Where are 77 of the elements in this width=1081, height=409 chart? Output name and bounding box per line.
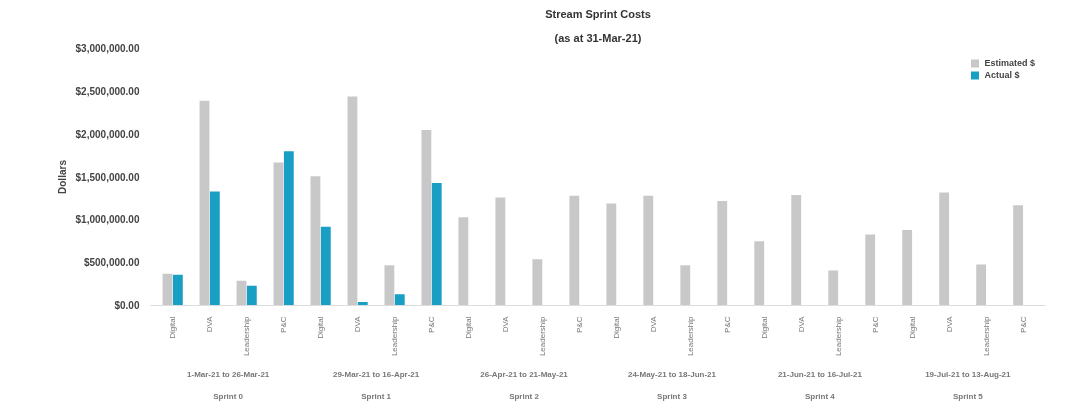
bar <box>532 259 543 306</box>
text: 24-May-21 to 18-Jun-21 <box>627 369 717 379</box>
bar <box>939 192 950 306</box>
x-tick-label: P&C <box>870 316 880 333</box>
x-tick-label: Leadership <box>833 315 843 357</box>
bar <box>865 234 876 306</box>
bar <box>643 195 654 306</box>
bar <box>347 96 358 306</box>
x-tick-label: DVA <box>205 315 215 333</box>
x-tick-label: DVA <box>944 315 954 333</box>
x-tick-label: DVA <box>501 315 511 333</box>
text: Sprint 4 <box>805 391 836 401</box>
chart-title: Stream Sprint Costs <box>545 7 651 20</box>
y-axis-title: Dollars <box>56 159 68 194</box>
x-tick-label: Leadership <box>538 315 548 357</box>
x-tick-label: DVA <box>353 315 363 333</box>
chart-subtitle: (as at 31-Mar-21) <box>554 31 642 44</box>
x-tick-label: Digital <box>759 316 769 339</box>
y-tick-label: $0.00 <box>114 300 140 311</box>
bar <box>1013 205 1024 306</box>
y-tick-label: $500,000.00 <box>83 257 140 269</box>
x-tick-label: DVA <box>796 315 806 333</box>
text: 21-Jun-21 to 16-Jul-21 <box>777 369 863 379</box>
x-tick-label: Leadership <box>685 315 695 357</box>
text: Sprint 2 <box>509 391 540 401</box>
legend-label: Estimated $ <box>984 58 1035 68</box>
bar <box>199 100 210 306</box>
text: 1-Mar-21 to 26-Mar-21 <box>187 369 270 379</box>
x-tick-label: P&C <box>1018 316 1028 333</box>
text: 19-Jul-21 to 13-Aug-21 <box>925 369 1012 379</box>
bar <box>569 195 580 306</box>
x-tick-label: Leadership <box>242 315 252 357</box>
bar <box>717 200 728 306</box>
x-tick-label: Digital <box>168 316 178 339</box>
bar <box>273 162 284 306</box>
bar <box>902 230 913 306</box>
x-tick-label: Leadership <box>390 315 400 357</box>
bar <box>680 265 691 306</box>
bar <box>431 183 442 306</box>
bar <box>320 226 331 306</box>
bar <box>310 176 321 306</box>
bar <box>283 151 294 306</box>
bar <box>458 217 469 306</box>
bar <box>495 197 506 306</box>
y-tick-label: $1,000,000.00 <box>75 214 140 226</box>
text: 26-Apr-21 to 21-May-21 <box>480 369 569 379</box>
bar <box>172 274 183 306</box>
bar <box>209 191 220 306</box>
bar <box>394 294 405 306</box>
legend-label: Actual $ <box>984 70 1020 80</box>
bar <box>791 194 802 306</box>
y-tick-label: $1,500,000.00 <box>75 171 140 183</box>
text: Sprint 1 <box>361 391 392 401</box>
x-tick-label: Digital <box>907 316 917 339</box>
x-tick-label: DVA <box>648 315 658 333</box>
text: 29-Mar-21 to 16-Apr-21 <box>332 369 420 379</box>
x-tick-label: Leadership <box>981 315 991 357</box>
y-tick-label: $2,000,000.00 <box>75 128 140 140</box>
x-tick-label: P&C <box>427 316 437 333</box>
text: Sprint 5 <box>952 391 984 401</box>
y-tick-label: $3,000,000.00 <box>75 43 140 54</box>
x-tick-label: P&C <box>279 316 289 333</box>
bar <box>828 270 839 306</box>
x-tick-label: P&C <box>575 316 585 333</box>
x-tick-label: Digital <box>316 316 326 339</box>
x-tick-label: Digital <box>464 316 474 339</box>
y-tick-label: $2,500,000.00 <box>75 85 140 97</box>
text: Sprint 0 <box>213 391 244 401</box>
bar <box>384 265 395 306</box>
bar <box>421 129 432 306</box>
x-tick-label: Digital <box>611 316 621 339</box>
bar <box>246 285 257 306</box>
bar <box>606 203 617 306</box>
text: Sprint 3 <box>657 391 688 401</box>
bar <box>754 241 765 306</box>
x-tick-label: P&C <box>722 316 732 333</box>
bar <box>976 264 987 306</box>
